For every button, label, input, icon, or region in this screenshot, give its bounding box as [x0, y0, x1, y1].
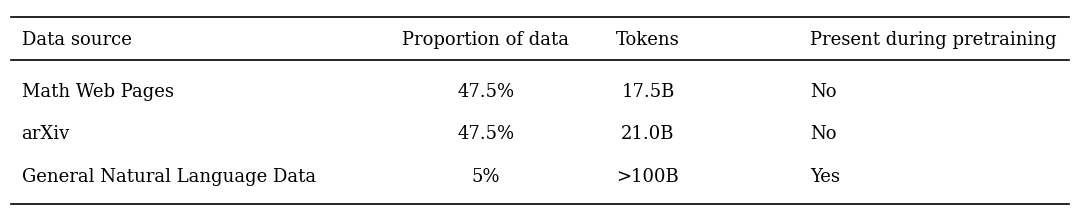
- Text: No: No: [810, 125, 837, 143]
- Text: >100B: >100B: [617, 168, 679, 186]
- Text: 5%: 5%: [472, 168, 500, 186]
- Text: Data source: Data source: [22, 32, 132, 49]
- Text: General Natural Language Data: General Natural Language Data: [22, 168, 315, 186]
- Text: 47.5%: 47.5%: [458, 125, 514, 143]
- Text: arXiv: arXiv: [22, 125, 70, 143]
- Text: Proportion of data: Proportion of data: [403, 32, 569, 49]
- Text: Yes: Yes: [810, 168, 840, 186]
- Text: 21.0B: 21.0B: [621, 125, 675, 143]
- Text: 47.5%: 47.5%: [458, 83, 514, 101]
- Text: 17.5B: 17.5B: [621, 83, 675, 101]
- Text: No: No: [810, 83, 837, 101]
- Text: Math Web Pages: Math Web Pages: [22, 83, 174, 101]
- Text: Present during pretraining: Present during pretraining: [810, 32, 1056, 49]
- Text: Tokens: Tokens: [616, 32, 680, 49]
